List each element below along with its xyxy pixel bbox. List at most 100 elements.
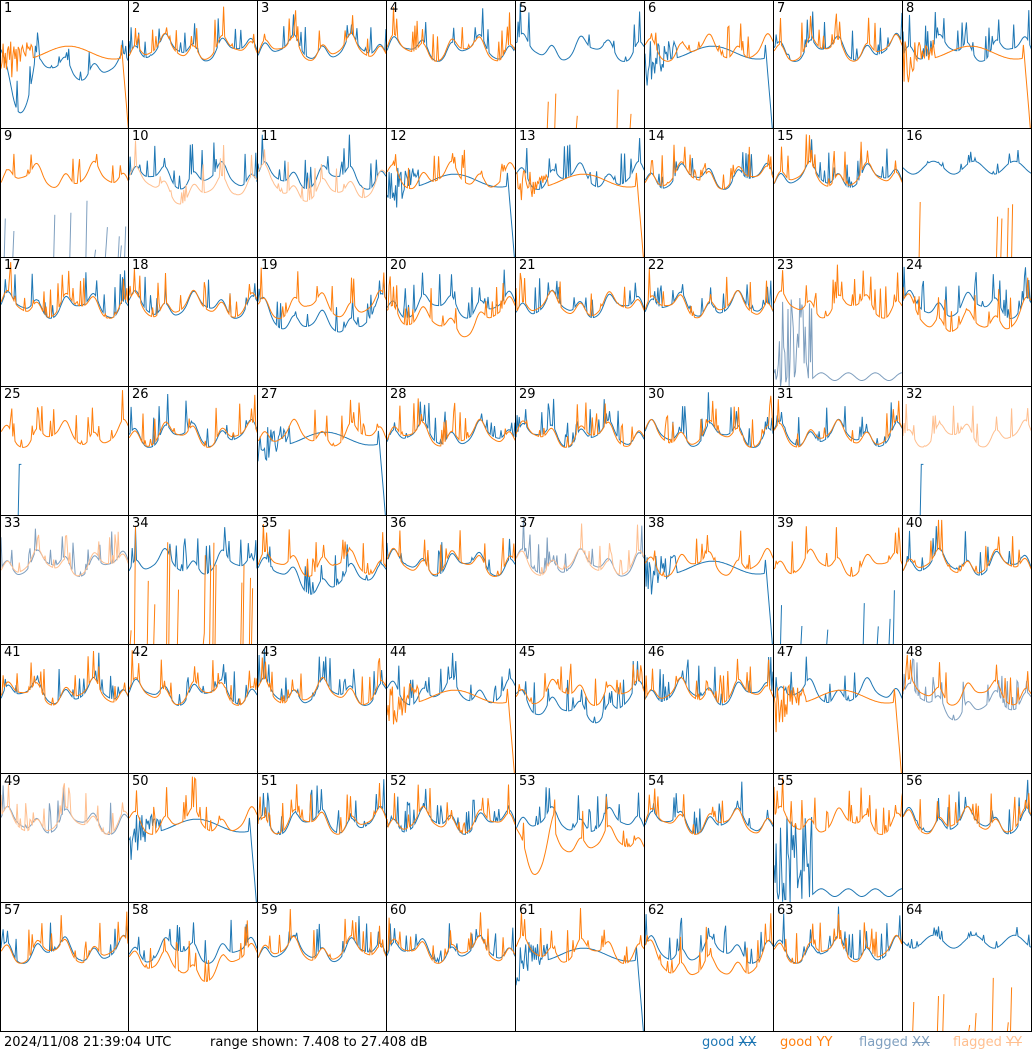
panel-plot	[258, 267, 386, 333]
series-good-xx	[516, 398, 644, 448]
panel-plot	[645, 530, 773, 645]
panel-number: 8	[906, 1, 915, 16]
series-good-yy	[645, 658, 773, 704]
legend-flagged-xx: flagged XX	[859, 1035, 930, 1050]
series-good-yy	[645, 530, 773, 577]
series-good-yy	[903, 654, 1031, 706]
series-good-xx	[645, 280, 773, 317]
panel-12: 12	[387, 129, 516, 258]
panel-plot	[387, 912, 515, 965]
panel-number: 61	[519, 903, 536, 918]
panel-number: 21	[519, 258, 536, 273]
range-label: range shown: 7.408 to 27.408 dB	[210, 1035, 428, 1050]
panel-plot	[1, 528, 128, 577]
panel-number: 22	[648, 258, 665, 273]
panel-number: 46	[648, 645, 665, 660]
panel-number: 27	[261, 387, 278, 402]
panel-number: 53	[519, 774, 536, 789]
panel-plot	[774, 526, 902, 645]
panel-number: 48	[906, 645, 923, 660]
panel-number: 11	[261, 129, 278, 144]
panel-plot	[387, 784, 515, 836]
series-good-yy	[387, 276, 515, 338]
panel-38: 38	[645, 516, 774, 645]
panel-plot	[903, 266, 1031, 332]
panel-58: 58	[129, 903, 258, 1032]
series-good-xx	[18, 464, 129, 516]
panel-59: 59	[258, 903, 387, 1032]
series-good-xx	[129, 919, 257, 964]
series-good-yy	[1, 911, 128, 964]
series-good-xx	[129, 664, 257, 706]
panel-plot	[516, 907, 644, 1032]
panel-plot	[387, 149, 516, 258]
panel-plot	[645, 392, 773, 448]
series-good-xx	[516, 660, 644, 724]
series-good-yy	[903, 519, 1031, 574]
series-good-yy	[774, 134, 902, 187]
panel-plot	[129, 393, 257, 448]
panel-plot	[903, 10, 1031, 129]
panel-25: 25	[0, 387, 129, 516]
panel-number: 6	[648, 1, 657, 16]
panel-55: 55	[774, 774, 903, 903]
series-good-xx	[387, 168, 516, 258]
series-good-xx	[645, 392, 773, 448]
series-good-yy	[547, 90, 645, 129]
panel-number: 5	[519, 1, 528, 16]
panel-plot	[903, 403, 1031, 516]
panel-number: 10	[132, 129, 149, 144]
series-good-xx	[129, 393, 257, 448]
panel-number: 31	[777, 387, 794, 402]
series-good-xx	[774, 402, 902, 447]
panel-plot	[645, 268, 773, 319]
panel-plot	[1, 783, 128, 835]
series-good-xx	[258, 648, 386, 706]
panel-plot	[387, 398, 515, 447]
panel-number: 38	[648, 516, 665, 531]
panel-number: 47	[777, 645, 794, 660]
series-good-yy	[387, 149, 515, 190]
panel-44: 44	[387, 645, 516, 774]
panel-21: 21	[516, 258, 645, 387]
panel-plot	[645, 913, 773, 976]
panel-51: 51	[258, 774, 387, 903]
panel-plot	[258, 523, 386, 595]
panel-7: 7	[774, 0, 903, 129]
series-good-xx	[129, 142, 257, 190]
panel-5: 5	[516, 0, 645, 129]
series-flagged-xx	[774, 297, 902, 386]
panel-plot	[129, 6, 257, 62]
series-good-xx	[258, 426, 387, 516]
series-good-yy	[387, 530, 515, 578]
series-flagged-yy	[129, 140, 257, 205]
series-good-xx	[1, 270, 128, 319]
panel-plot	[516, 272, 644, 319]
panel-18: 18	[129, 258, 258, 387]
series-good-yy	[258, 657, 386, 706]
series-good-yy	[129, 776, 257, 835]
series-good-yy	[258, 10, 386, 61]
series-good-yy	[774, 526, 902, 577]
panel-number: 56	[906, 774, 923, 789]
series-good-xx	[387, 269, 515, 319]
series-good-xx	[774, 656, 902, 704]
panel-plot	[516, 660, 644, 724]
panel-plot	[387, 652, 515, 774]
panel-plot	[258, 779, 386, 835]
series-good-xx	[387, 788, 515, 835]
panel-number: 17	[4, 258, 21, 273]
series-good-xx	[516, 787, 644, 832]
series-good-yy	[645, 395, 773, 448]
panel-plot	[387, 269, 515, 338]
series-good-yy	[258, 908, 386, 961]
panel-54: 54	[645, 774, 774, 903]
panel-10: 10	[129, 129, 258, 258]
panel-plot	[903, 149, 1031, 258]
series-good-yy	[516, 171, 645, 258]
panel-37: 37	[516, 516, 645, 645]
panel-plot	[774, 777, 902, 902]
panel-29: 29	[516, 387, 645, 516]
panel-plot	[645, 23, 773, 129]
